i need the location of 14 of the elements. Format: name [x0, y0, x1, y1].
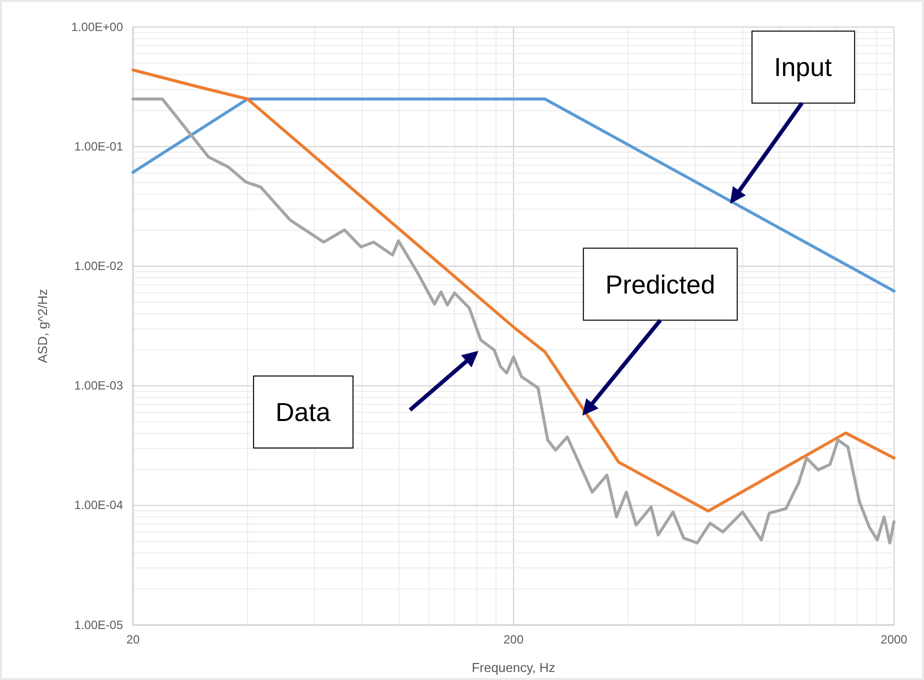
y-tick-label: 1.00E-03: [74, 378, 124, 393]
y-axis-title: ASD, g^2/Hz: [35, 288, 50, 364]
x-tick-label: 2000: [880, 632, 908, 647]
y-tick-label: 1.00E-04: [74, 498, 124, 512]
x-tick-label: 200: [503, 632, 524, 647]
annotation: Data: [276, 397, 331, 428]
x-axis-title: Frequency, Hz: [472, 660, 556, 675]
y-tick-label: 1.00E-02: [74, 259, 124, 274]
y-tick-label: 1.00E-01: [74, 139, 124, 154]
annotation: Input: [774, 52, 833, 82]
annotation: Predicted: [605, 269, 716, 300]
y-tick-label: 1.00E+00: [71, 20, 124, 34]
y-tick-label: 1.00E-05: [74, 618, 124, 632]
x-tick-label: 20: [126, 632, 140, 647]
